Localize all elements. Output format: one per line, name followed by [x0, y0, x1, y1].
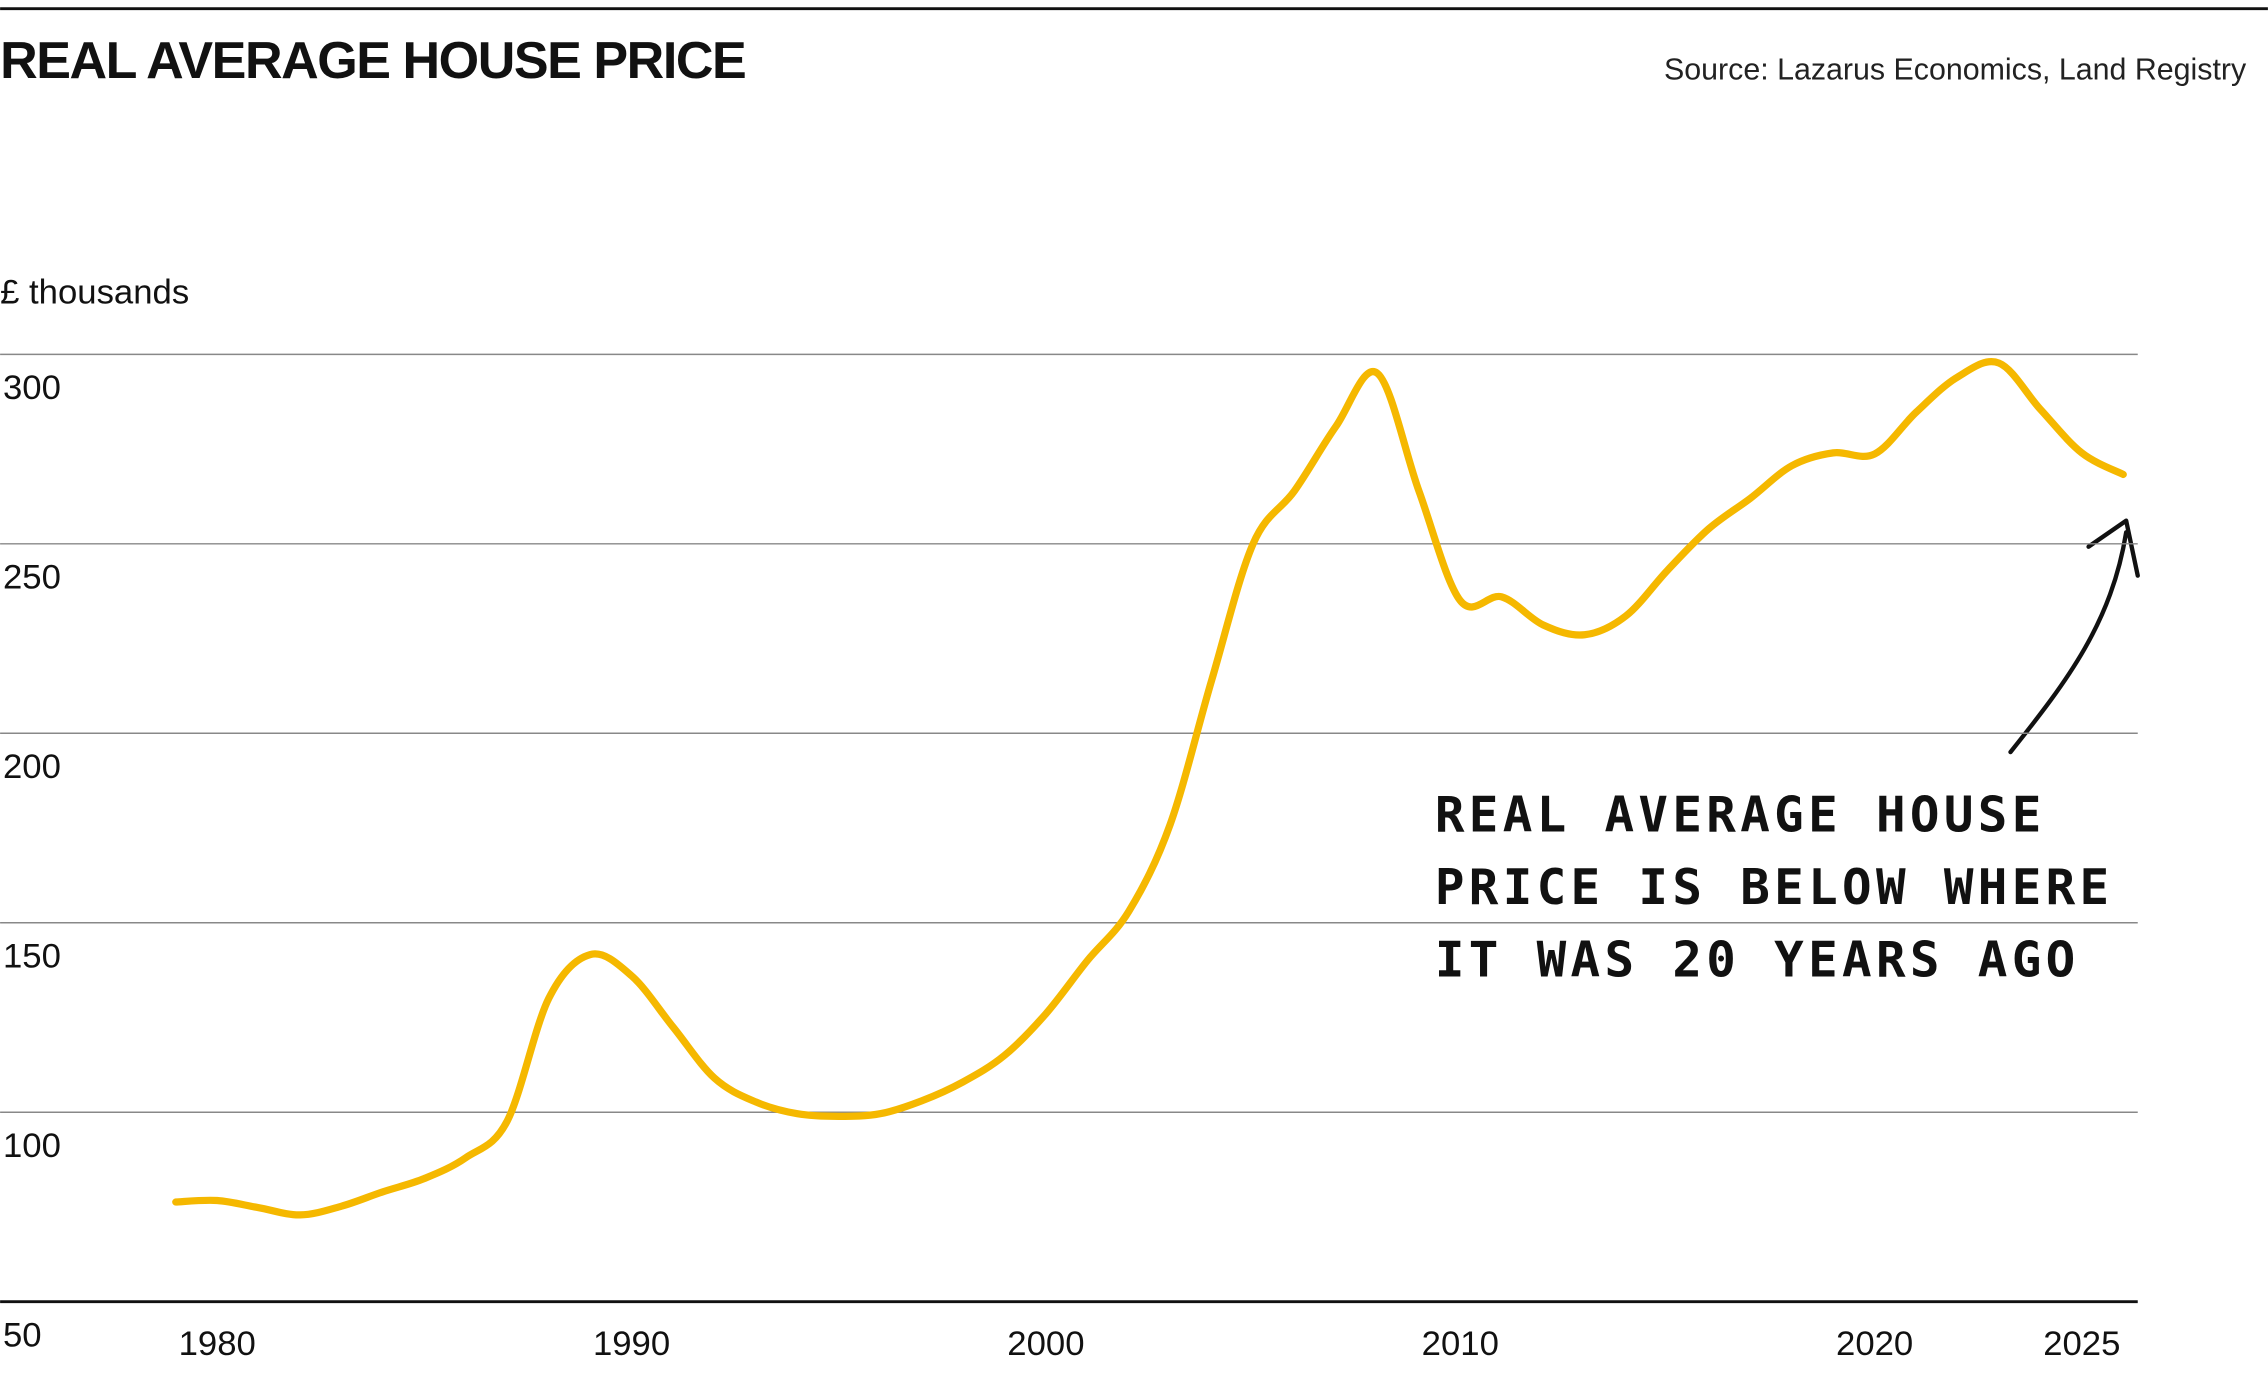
annotation-text: REAL AVERAGE HOUSE — [1435, 786, 2046, 844]
y-axis-label: £ thousands — [0, 274, 189, 312]
x-tick-label: 2000 — [1007, 1325, 1084, 1363]
y-tick-label: 200 — [3, 748, 61, 786]
y-tick-label: 250 — [3, 559, 61, 597]
data-line — [172, 358, 2127, 1219]
x-tick-label: 2020 — [1836, 1325, 1913, 1363]
x-tick-label: 2010 — [1422, 1325, 1499, 1363]
y-tick-label: 50 — [3, 1317, 42, 1355]
x-tick-label: 2025 — [2043, 1325, 2120, 1363]
annotation-text: IT WAS 20 YEARS AGO — [1435, 930, 2080, 988]
y-tick-label: 150 — [3, 938, 61, 976]
y-tick-label: 300 — [3, 369, 61, 407]
x-tick-label: 1980 — [179, 1325, 256, 1363]
annotation-text: PRICE IS BELOW WHERE — [1435, 858, 2114, 916]
source: Source: Lazarus Economics, Land Registry — [1664, 54, 2247, 87]
y-tick-label: 100 — [3, 1127, 61, 1165]
chart-title: REAL AVERAGE HOUSE PRICE — [0, 32, 745, 90]
annotation-arrow — [2008, 518, 2140, 755]
x-tick-label: 1990 — [593, 1325, 670, 1363]
